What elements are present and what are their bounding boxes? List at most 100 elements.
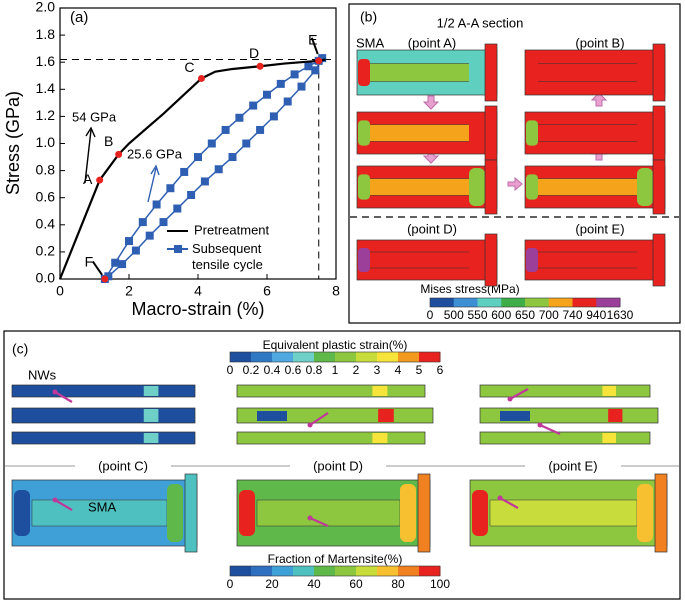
- pointer-head: [52, 497, 58, 503]
- data-marker: [269, 112, 278, 121]
- label-backdrop: [75, 458, 171, 474]
- colorbar-title: Mises stress(MPa): [420, 282, 519, 296]
- y-tick-label: 1.2: [36, 107, 56, 123]
- sim-end: [358, 120, 370, 146]
- sim-end: [526, 248, 538, 272]
- colorbar-title: Fraction of Martensite(%): [268, 552, 403, 566]
- nw-strip: [479, 384, 651, 398]
- panel-label: (b): [360, 9, 377, 25]
- x-tick-label: 0: [56, 283, 64, 299]
- pointer-arrow: [91, 260, 103, 276]
- y-tick-label: 0.8: [36, 161, 56, 177]
- sma-end: [167, 484, 183, 542]
- y-tick-label: 0.0: [36, 270, 56, 286]
- colorbar-tick-label: 4: [395, 363, 402, 377]
- colorbar-segment: [335, 566, 357, 576]
- pointer-head: [307, 515, 313, 521]
- nw-strip: [236, 431, 426, 445]
- sma-core: [31, 499, 168, 527]
- colorbar-tick-label: 0.4: [264, 363, 281, 377]
- colorbar-tick-label: 0: [227, 363, 234, 377]
- data-marker: [318, 54, 327, 63]
- colorbar-tick-label: 940: [586, 308, 606, 322]
- data-marker: [297, 82, 306, 91]
- sma-end: [472, 490, 488, 536]
- simulation-image: [524, 43, 666, 102]
- nw-strip: [11, 384, 196, 398]
- data-marker: [173, 204, 182, 213]
- colorbar-tick-label: 1: [332, 363, 339, 377]
- sim-end: [469, 168, 485, 206]
- data-marker: [111, 258, 120, 267]
- nw-accent: [143, 409, 159, 422]
- sma-core: [256, 499, 401, 527]
- colorbar-tick-label: 20: [265, 577, 279, 591]
- data-marker: [221, 125, 230, 134]
- sim-flange: [652, 233, 666, 287]
- nw-accent: [378, 409, 394, 422]
- data-marker: [138, 218, 147, 227]
- colorbar-segment: [230, 566, 252, 576]
- state-label: (point A): [408, 35, 456, 50]
- pointer-arrow: [310, 37, 319, 55]
- state-label: (point D): [407, 221, 457, 236]
- colorbar-segment: [356, 352, 378, 362]
- sim-flange: [484, 105, 498, 161]
- pointer-head: [537, 422, 543, 428]
- sim-end: [358, 59, 370, 86]
- data-marker: [118, 260, 127, 269]
- state-point: [256, 62, 264, 70]
- data-marker: [131, 246, 140, 255]
- colorbar-segment: [335, 352, 357, 362]
- state-point-label: F: [85, 254, 94, 270]
- sim-end: [637, 114, 653, 152]
- colorbar-frame: [229, 351, 441, 363]
- state-point-label: E: [308, 32, 317, 48]
- state-point: [96, 176, 104, 184]
- panel-frame: [348, 3, 681, 324]
- data-marker: [242, 139, 251, 148]
- simulation-image: [524, 105, 666, 161]
- sim-end: [637, 52, 653, 93]
- colorbar-segment: [377, 566, 399, 576]
- data-marker: [152, 200, 161, 209]
- sim-end: [526, 120, 538, 146]
- nw-accent: [372, 433, 388, 443]
- sim-flange: [652, 159, 666, 215]
- nw-core: [32, 411, 62, 421]
- pointer-head: [307, 422, 313, 428]
- nw-strip: [236, 384, 426, 398]
- simulation-image: [356, 159, 498, 215]
- state-label: (point C): [98, 458, 148, 473]
- colorbar-tick-label: 3: [374, 363, 381, 377]
- pointer-arrow: [509, 388, 529, 400]
- sim-end: [637, 242, 653, 278]
- colorbar-segment: [272, 352, 294, 362]
- simulation-image: [356, 233, 498, 287]
- colorbar-tick-label: 2: [353, 363, 360, 377]
- sim-flange: [652, 43, 666, 102]
- pointer-arrow: [309, 412, 329, 426]
- colorbar-tick-label: 0.6: [285, 363, 302, 377]
- legend-label: Pretreatment: [194, 222, 270, 237]
- y-tick-label: 2.0: [36, 0, 56, 15]
- sim-end: [469, 114, 485, 152]
- state-point: [315, 57, 323, 65]
- x-tick-label: 2: [125, 283, 133, 299]
- slope-arrow: [147, 164, 160, 203]
- sma-end: [239, 490, 255, 536]
- colorbar-tick-label: 5: [416, 363, 423, 377]
- colorbar-segment: [314, 566, 336, 576]
- state-point: [197, 74, 205, 82]
- sim-flange: [652, 105, 666, 161]
- state-label: (point E): [575, 221, 624, 236]
- sim-core: [368, 63, 480, 82]
- nw-core: [257, 411, 287, 421]
- sma-flange: [417, 473, 431, 553]
- colorbar-segment: [293, 566, 315, 576]
- material-label: NWs: [28, 367, 57, 382]
- x-tick-label: 6: [263, 283, 271, 299]
- sim-flange: [484, 233, 498, 287]
- colorbar-segment: [419, 352, 441, 362]
- data-marker: [311, 66, 320, 75]
